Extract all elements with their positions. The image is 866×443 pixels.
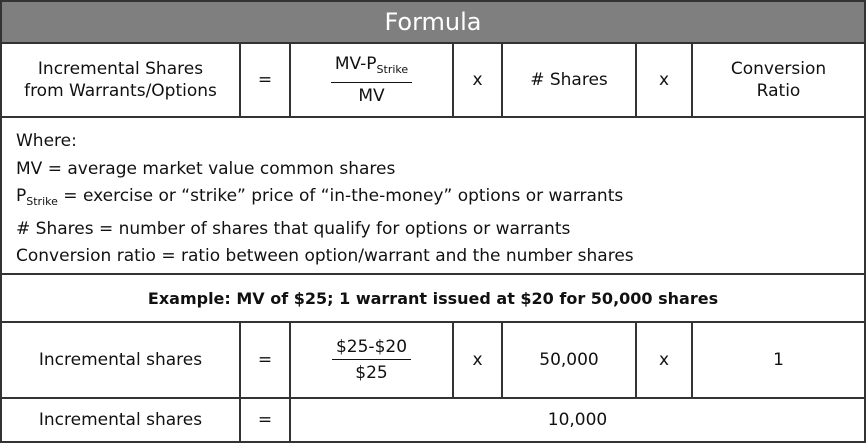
formula-ratio-line1: Conversion [730,59,827,79]
formula-equals-cell: = [241,44,291,116]
formula-fraction-cell: MV-PStrike MV [291,44,454,116]
example-fraction-cell: $25-$20 $25 [291,323,454,397]
example-numerator: $25-$20 [331,336,412,360]
formula-shares-cell: # Shares [503,44,637,116]
example-shares: 50,000 [539,350,599,370]
example-times-cell-1: x [454,323,503,397]
formula-label-cell: Incremental Shares from Warrants/Options [2,44,241,116]
example-heading-row: Example: MV of $25; 1 warrant issued at … [2,275,864,323]
definitions-block: Where: MV = average market value common … [2,118,634,271]
formula-row: Incremental Shares from Warrants/Options… [2,44,864,118]
example-fraction: $25-$20 $25 [331,336,412,384]
example-equals: = [257,350,273,370]
example-equals-cell: = [241,323,291,397]
definitions-where: Where: [16,131,77,151]
formula-times-1: x [472,70,483,90]
example-times-1: x [472,350,483,370]
formula-times-2: x [658,70,670,90]
formula-equals: = [257,70,273,90]
example-row: Incremental shares = $25-$20 $25 x 50,00… [2,323,864,399]
formula-ratio-line2: Ratio [756,81,801,101]
definitions-row: Where: MV = average market value common … [2,118,864,275]
example-times-2: x [658,350,670,370]
result-equals-cell: = [241,399,291,441]
definition-pstrike: PStrike = exercise or “strike” price of … [16,183,634,216]
definition-pstrike-text: = exercise or “strike” price of “in-the-… [57,186,624,206]
definition-pstrike-subscript: Strike [26,195,58,208]
example-label-cell: Incremental shares [2,323,241,397]
example-heading: Example: MV of $25; 1 warrant issued at … [147,288,719,308]
formula-denominator: MV [358,86,385,106]
definition-mv: MV = average market value common shares [16,158,396,179]
result-equals: = [257,410,273,430]
formula-fraction: MV-PStrike MV [330,53,413,107]
example-ratio-cell: 1 [693,323,864,397]
formula-ratio-cell: Conversion Ratio [693,44,864,116]
example-times-cell-2: x [637,323,693,397]
formula-numerator-subscript: Strike [376,63,409,76]
definition-pstrike-prefix: P [16,186,27,206]
result-label: Incremental shares [38,410,203,430]
result-value-cell: 10,000 [291,399,864,441]
example-ratio: 1 [773,350,784,370]
result-value: 10,000 [547,410,608,430]
formula-numerator-prefix: MV-P [334,54,377,74]
formula-times-cell-2: x [637,44,693,116]
result-row: Incremental shares = 10,000 [2,399,864,441]
definition-shares: # Shares = number of shares that qualify… [16,218,571,239]
formula-numerator: MV-PStrike [330,53,413,83]
example-shares-cell: 50,000 [503,323,637,397]
definition-conversion: Conversion ratio = ratio between option/… [16,246,634,266]
example-label: Incremental shares [38,350,203,370]
result-label-cell: Incremental shares [2,399,241,441]
formula-label-line1: Incremental Shares [37,59,204,79]
formula-times-cell-1: x [454,44,503,116]
header-title: Formula [384,8,482,36]
table-header: Formula [2,2,864,44]
formula-label-line2: from Warrants/Options [24,81,217,101]
formula-shares: # Shares [530,70,608,90]
example-denominator: $25 [355,363,388,383]
